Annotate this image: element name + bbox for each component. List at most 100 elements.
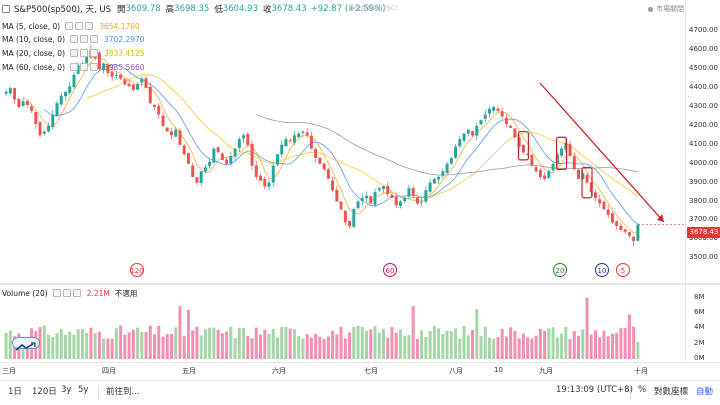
candle-body [263, 178, 267, 187]
candle-body [136, 84, 140, 90]
volume-bar [424, 337, 428, 359]
settings-icon[interactable] [62, 289, 71, 297]
goto-button[interactable]: 前往到... [106, 387, 140, 397]
volume-pane[interactable]: Volume (20) 2.21M 不適用 [0, 285, 685, 362]
header-bar: S&P500(sp500), 天, US 開 3609.78 高 3698.35… [2, 3, 386, 15]
volume-bar [449, 331, 453, 359]
volume-chart-svg[interactable] [0, 285, 685, 362]
candle-body [322, 163, 326, 170]
price-chart-svg[interactable]: 120 60 20 10 5 [0, 0, 685, 283]
close-icon[interactable] [72, 289, 81, 297]
eye-icon[interactable] [70, 35, 79, 43]
close-icon[interactable] [85, 22, 94, 30]
close-icon[interactable] [90, 63, 99, 71]
volume-bar [619, 327, 623, 359]
price-pane[interactable]: 120 60 20 10 5 S&P500(sp500), 天, US 開 3609.7… [0, 0, 685, 283]
volume-bar [4, 332, 8, 359]
candle-body [309, 135, 313, 149]
volume-bar [564, 326, 568, 359]
eye-icon[interactable] [65, 22, 74, 30]
volume-bar [589, 334, 593, 359]
volume-bar [186, 309, 190, 359]
candle-body [72, 74, 76, 88]
legend-ma5[interactable]: MA (5, close, 0) 3654.1700 [2, 20, 142, 32]
timeframe-1d[interactable]: 1日 [8, 387, 22, 397]
volume-axis[interactable]: 8M 6M 4M 2M 0M [685, 285, 720, 362]
bottom-toolbar: 1日 120日 3y 5y 前往到... 19:13:09 (UTC+8) % … [0, 380, 720, 405]
volume-bar [462, 325, 466, 359]
event-marker-120[interactable]: 120 [130, 263, 144, 277]
volume-bar [178, 306, 182, 359]
volume-bar [89, 327, 93, 359]
volume-bar [377, 332, 381, 359]
event-marker-10[interactable]: 10 [595, 263, 609, 277]
volume-bar [161, 336, 165, 359]
settings-icon[interactable] [80, 35, 89, 43]
candle-body [233, 148, 237, 157]
volume-bar [521, 333, 525, 359]
volume-bar [547, 328, 551, 359]
collapse-icon[interactable] [2, 5, 10, 13]
settings-icon[interactable] [80, 49, 89, 57]
volume-bar [445, 330, 449, 359]
event-marker-20[interactable]: 20 [553, 263, 567, 277]
candle-body [25, 101, 29, 106]
volume-bar [577, 335, 581, 359]
event-marker-60[interactable]: 60 [383, 263, 397, 277]
legend-ma20[interactable]: MA (20, close, 0) 3833.4125 [2, 47, 147, 59]
close-icon[interactable] [90, 35, 99, 43]
eye-icon[interactable] [70, 49, 79, 57]
volume-bar [267, 333, 271, 359]
volume-legend[interactable]: Volume (20) 2.21M 不適用 [2, 287, 137, 299]
candle-body [229, 156, 233, 164]
time-tick: 十月 [634, 367, 648, 375]
candle-body [424, 190, 428, 202]
timeframe-120d[interactable]: 120日 [32, 387, 57, 397]
candle-body [555, 154, 559, 164]
eye-icon[interactable] [52, 289, 61, 297]
time-tick: 五月 [182, 367, 196, 375]
candle-body [534, 167, 538, 172]
timeframe-5y[interactable]: 5y [78, 385, 89, 395]
volume-bar [131, 329, 135, 359]
settings-icon[interactable] [80, 63, 89, 71]
auto-toggle[interactable]: 自動 [696, 387, 714, 397]
legend-ma10[interactable]: MA (10, close, 0) 3702.2970 [2, 33, 147, 45]
log-toggle[interactable]: 對數座標 [654, 387, 689, 397]
event-marker-5[interactable]: 5 [616, 263, 630, 277]
candle-body [602, 201, 606, 210]
volume-bar [632, 326, 636, 359]
candle-body [551, 163, 555, 171]
volume-bar [500, 328, 504, 359]
price-axis[interactable]: 4700.00 4600.00 4500.00 4400.00 4300.00 4200.… [685, 0, 720, 283]
eye-icon[interactable] [70, 63, 79, 71]
pane-separator[interactable] [0, 283, 720, 285]
timeframe-3y[interactable]: 3y [61, 385, 72, 395]
settings-icon[interactable] [75, 22, 84, 30]
time-axis[interactable]: 三月 四月 五月 六月 七月 八月 10 九月 十月 [0, 362, 720, 378]
highlight-box [581, 166, 593, 199]
event-marker-text: 60 [386, 267, 395, 275]
volume-bar [335, 334, 339, 359]
volume-bar [225, 331, 229, 359]
candle-body [216, 147, 220, 153]
symbol-title[interactable]: S&P500(sp500), 天, US [14, 5, 111, 15]
candle-body [598, 199, 602, 204]
candle-body [47, 125, 51, 132]
volume-bar [301, 338, 305, 359]
volume-bar [394, 332, 398, 359]
candle-body [487, 108, 491, 114]
candle-body [292, 135, 296, 143]
volume-bar [212, 327, 216, 359]
candle-body [577, 169, 581, 179]
volume-bar [326, 336, 330, 359]
clock-display[interactable]: 19:13:09 (UTC+8) [556, 385, 633, 395]
candle-body [208, 161, 212, 166]
legend-ma60[interactable]: MA (60, close, 0) 3985.5660 [2, 61, 147, 73]
volume-tick: 2M [694, 338, 705, 347]
percent-toggle[interactable]: % [638, 385, 647, 395]
close-icon[interactable] [90, 49, 99, 57]
market-status-text: 市場關閉 [656, 5, 684, 13]
volume-bar [182, 336, 186, 359]
volume-bar [352, 326, 356, 359]
